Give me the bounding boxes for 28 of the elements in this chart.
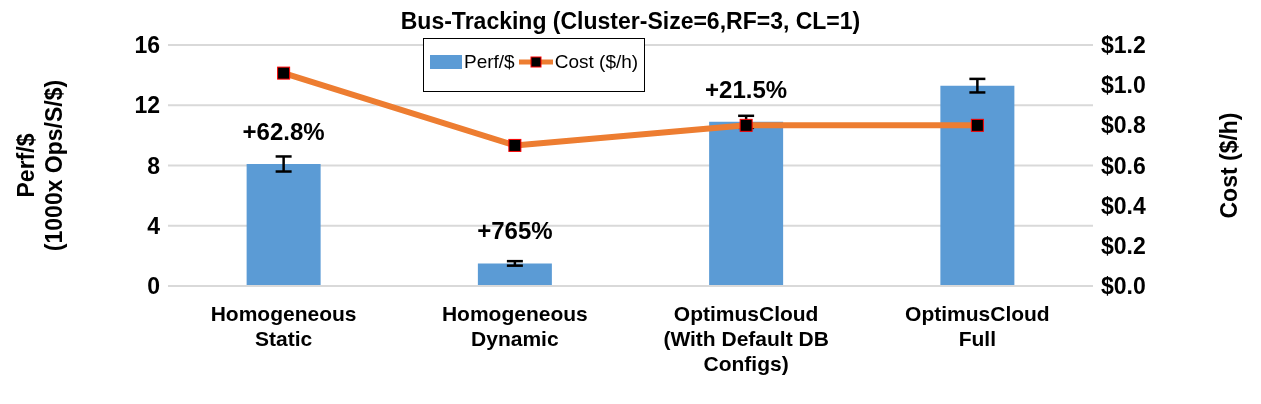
y2-tick-label: $0.4 — [1101, 192, 1146, 219]
annotation: +62.8% — [242, 117, 325, 145]
y2-tick-label: $0.2 — [1101, 233, 1146, 259]
y2-tick-label: $0.6 — [1101, 152, 1146, 179]
y-tick-label: 8 — [147, 152, 161, 179]
y2-tick-label: $1.0 — [1101, 72, 1146, 99]
bar — [477, 263, 552, 286]
bar — [940, 85, 1015, 286]
x-tick-label: OptimusCloud (With Default DB Configs) — [663, 301, 829, 376]
y-tick-label: 12 — [134, 92, 160, 119]
y2-axis-title: Cost ($/h) — [1216, 112, 1243, 219]
y-tick-label: 4 — [147, 212, 161, 239]
annotation: +765% — [477, 217, 553, 245]
y2-tick-label: $0.8 — [1101, 112, 1146, 139]
y2-tick-label: $0.0 — [1101, 273, 1146, 300]
x-tick-label: Homogeneous Static — [210, 301, 357, 351]
y-tick-label: 0 — [147, 273, 160, 300]
y-axis-title: Perf/$ (1000x Ops/S/$) — [13, 79, 67, 252]
annotation: +21.5% — [705, 75, 788, 103]
chart-title: Bus-Tracking (Cluster-Size=6,RF=3, CL=1) — [400, 8, 861, 34]
y-tick-label: 16 — [134, 32, 160, 59]
legend-label: Perf/$ — [464, 51, 515, 73]
bar — [246, 163, 321, 286]
x-tick-label: OptimusCloud Full — [905, 301, 1050, 351]
legend-label: Cost ($/h) — [554, 51, 639, 73]
bar — [709, 121, 784, 286]
y2-tick-label: $1.2 — [1101, 32, 1146, 59]
x-tick-label: Homogeneous Dynamic — [441, 301, 588, 351]
